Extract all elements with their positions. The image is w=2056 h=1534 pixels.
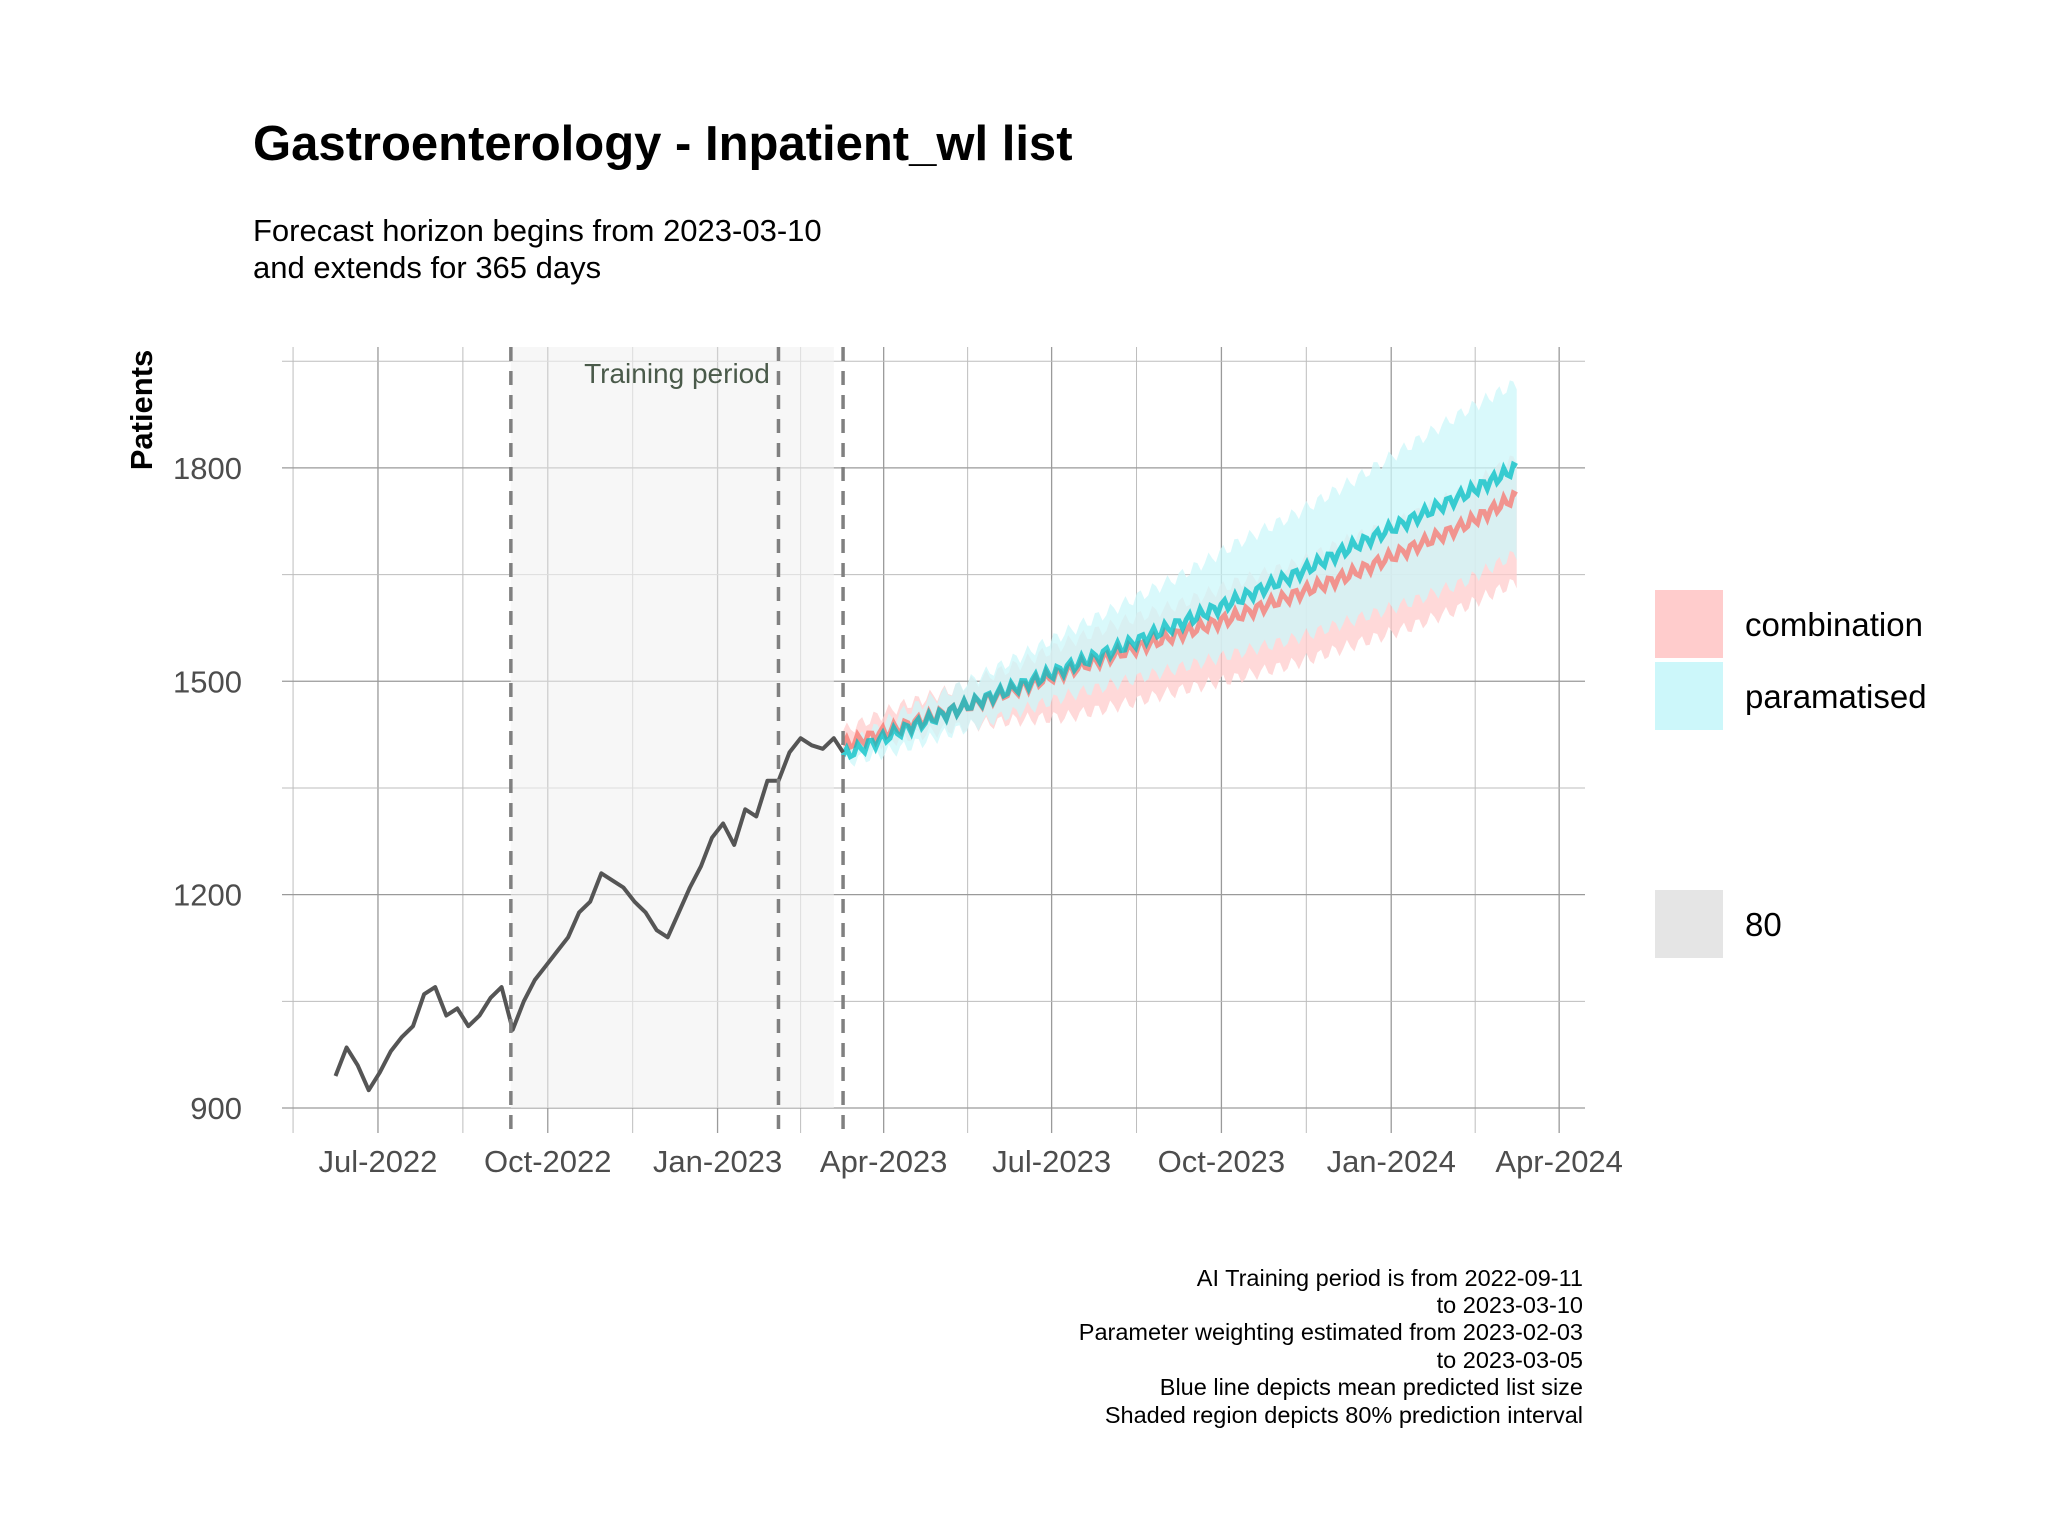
y-tick-label: 1200	[173, 878, 242, 913]
series-line-paramatised	[840, 460, 1518, 761]
x-tick-label: Jan-2024	[1327, 1144, 1456, 1179]
caption-line-6: Shaded region depicts 80% prediction int…	[1104, 1402, 1583, 1428]
series-lines	[333, 460, 1518, 1093]
caption-line-1: AI Training period is from 2022-09-11	[1196, 1265, 1583, 1291]
training-period-label: Training period	[584, 358, 770, 389]
x-tick-label: Apr-2023	[820, 1144, 948, 1179]
legend-key-paramatised	[1655, 662, 1723, 730]
y-axis-label: Patients	[124, 350, 159, 471]
training-vertical-lines	[509, 347, 845, 1133]
chart-title: Gastroenterology - Inpatient_wl list	[253, 117, 1073, 171]
y-tick-label: 900	[190, 1091, 242, 1126]
caption-line-3: Parameter weighting estimated from 2023-…	[1078, 1319, 1583, 1345]
legend-label-paramatised: paramatised	[1745, 678, 1927, 715]
x-tick-label: Jan-2023	[653, 1144, 782, 1179]
y-tick-label: 1500	[173, 664, 242, 699]
x-tick-label: Apr-2024	[1495, 1144, 1623, 1179]
caption-line-2: to 2023-03-10	[1436, 1292, 1583, 1318]
historical-line	[333, 736, 845, 1093]
x-tick-label: Jul-2023	[992, 1144, 1111, 1179]
training-period-rect	[510, 347, 834, 1108]
legend-key-interval	[1655, 890, 1723, 958]
y-tick-label: 1800	[173, 451, 242, 486]
caption-line-5: Blue line depicts mean predicted list si…	[1159, 1374, 1583, 1400]
chart-subtitle-line-2: and extends for 365 days	[253, 250, 602, 285]
legend-label-interval: 80	[1745, 906, 1782, 943]
chart-subtitle-line-1: Forecast horizon begins from 2023-03-10	[253, 213, 822, 248]
x-tick-label: Oct-2022	[484, 1144, 612, 1179]
axis-tick-labels: Jul-2022 Oct-2022 Jan-2023 Apr-2023 Jul-2023…	[124, 350, 1623, 1179]
legend-key-combination	[1655, 590, 1723, 658]
training-period-shade	[510, 347, 834, 1108]
x-tick-label: Jul-2022	[319, 1144, 438, 1179]
legend-label-combination: combination	[1745, 606, 1923, 643]
caption-line-4: to 2023-03-05	[1436, 1347, 1583, 1373]
annotations: Training period	[584, 358, 770, 389]
band-paramatised	[843, 380, 1517, 767]
prediction-interval-bands	[843, 380, 1517, 767]
x-tick-label: Oct-2023	[1158, 1144, 1286, 1179]
